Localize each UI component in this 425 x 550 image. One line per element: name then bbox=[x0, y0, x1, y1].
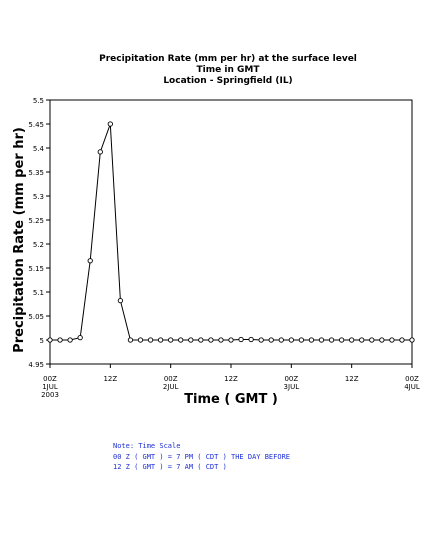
y-axis-label: Precipitation Rate (mm per hr) bbox=[12, 127, 27, 353]
y-tick-label: 5.5 bbox=[33, 97, 44, 105]
x-tick-label: 4JUL bbox=[404, 383, 420, 391]
y-tick-label: 5 bbox=[40, 337, 44, 345]
y-tick-label: 5.05 bbox=[28, 313, 44, 321]
x-axis-label: Time ( GMT ) bbox=[184, 392, 278, 407]
x-tick-label: 12Z bbox=[103, 375, 117, 383]
data-point bbox=[338, 337, 345, 343]
data-point bbox=[47, 337, 53, 343]
data-point bbox=[168, 337, 174, 343]
x-tick-label: 3JUL bbox=[284, 383, 300, 391]
data-point bbox=[67, 337, 73, 343]
y-tick-label: 5.3 bbox=[33, 193, 44, 201]
x-tick-label: 12Z bbox=[345, 375, 359, 383]
x-tick-label: 00Z bbox=[43, 375, 57, 383]
title-line: Location - Springfield (IL) bbox=[163, 76, 292, 86]
data-point bbox=[399, 337, 405, 343]
data-point bbox=[248, 336, 254, 343]
data-point bbox=[298, 337, 305, 343]
data-point bbox=[258, 337, 264, 343]
data-point bbox=[178, 337, 184, 343]
data-point bbox=[57, 337, 63, 343]
data-point bbox=[97, 149, 103, 155]
chart-title: Precipitation Rate (mm per hr) at the su… bbox=[99, 54, 357, 86]
data-point bbox=[318, 337, 325, 343]
data-point bbox=[87, 258, 93, 264]
data-point bbox=[228, 337, 234, 343]
y-tick-label: 5.15 bbox=[28, 265, 44, 273]
data-point bbox=[389, 337, 395, 343]
x-tick-label: 00Z bbox=[164, 375, 178, 383]
note-line: 12 Z ( GMT ) = 7 AM ( CDT ) bbox=[113, 463, 227, 471]
y-tick-label: 5.4 bbox=[33, 145, 45, 153]
title-line: Precipitation Rate (mm per hr) at the su… bbox=[99, 54, 357, 64]
data-point bbox=[369, 337, 375, 343]
x-tick-label: 1JUL bbox=[42, 383, 58, 391]
note-line: 00 Z ( GMT ) = 7 PM ( CDT ) THE DAY BEFO… bbox=[113, 452, 291, 461]
data-point bbox=[278, 337, 284, 343]
data-point bbox=[147, 337, 154, 343]
x-tick-label: 2JUL bbox=[163, 383, 179, 391]
data-point bbox=[379, 337, 385, 343]
data-point bbox=[208, 337, 214, 343]
data-point bbox=[218, 337, 224, 343]
y-tick-label: 5.35 bbox=[28, 169, 44, 177]
data-point bbox=[359, 337, 365, 343]
x-tick-label: 00Z bbox=[284, 375, 298, 383]
data-point bbox=[137, 337, 144, 343]
series-line bbox=[50, 123, 412, 341]
data-points bbox=[47, 121, 415, 343]
time-scale-note: Note: Time Scale 00 Z ( GMT ) = 7 PM ( C… bbox=[113, 441, 290, 473]
x-tick-label: 12Z bbox=[224, 375, 238, 383]
y-axis: 4.95 5 5.05 5.1 5.15 5.2 5.25 5.3 5.35 5.4 5.45 5.5 bbox=[28, 97, 50, 369]
x-tick-label: 00Z bbox=[405, 375, 419, 383]
note-line: Note: Time Scale bbox=[113, 442, 181, 450]
data-point bbox=[157, 337, 164, 343]
data-point bbox=[198, 337, 204, 343]
y-tick-label: 4.95 bbox=[28, 361, 44, 369]
data-point bbox=[349, 337, 355, 343]
y-tick-label: 5.25 bbox=[28, 217, 44, 225]
data-point bbox=[117, 297, 124, 304]
data-point bbox=[409, 337, 415, 343]
data-point bbox=[238, 336, 244, 343]
data-point bbox=[288, 337, 294, 343]
y-tick-label: 5.45 bbox=[28, 121, 44, 129]
y-tick-label: 5.2 bbox=[33, 241, 44, 249]
data-point bbox=[308, 337, 315, 343]
data-point bbox=[107, 121, 113, 127]
y-tick-label: 5.1 bbox=[33, 289, 44, 297]
title-line: Time in GMT bbox=[197, 65, 261, 75]
data-point bbox=[328, 337, 335, 343]
x-tick-label: 2003 bbox=[41, 391, 59, 399]
data-point bbox=[77, 334, 83, 341]
data-point bbox=[268, 337, 274, 343]
data-point bbox=[188, 337, 194, 343]
data-point bbox=[127, 337, 134, 343]
